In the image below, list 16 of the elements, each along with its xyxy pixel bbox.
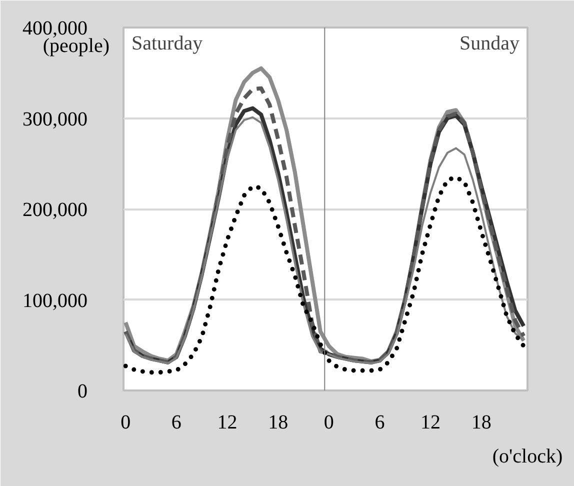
x-tick-label: 12: [420, 412, 441, 434]
x-tick-label: 0: [324, 412, 334, 434]
annotation: Sunday: [460, 32, 520, 54]
y-tick-label: 300,000: [22, 108, 88, 130]
y-tick-label: 100,000: [22, 290, 88, 312]
x-tick-label: 18: [471, 412, 492, 434]
x-tick-label: 6: [374, 412, 385, 434]
x-tick-label: 18: [268, 412, 288, 434]
x-tick-label: 6: [171, 412, 182, 434]
y-tick-label: 200,000: [22, 199, 88, 221]
y-tick-label: 0: [78, 380, 88, 402]
y-tick-label: 400,000: [22, 18, 88, 40]
x-tick-label: 0: [120, 412, 131, 434]
x-axis-title: (o'clock): [492, 446, 563, 468]
x-tick-label: 12: [217, 412, 238, 434]
annotation: Saturday: [132, 32, 203, 54]
